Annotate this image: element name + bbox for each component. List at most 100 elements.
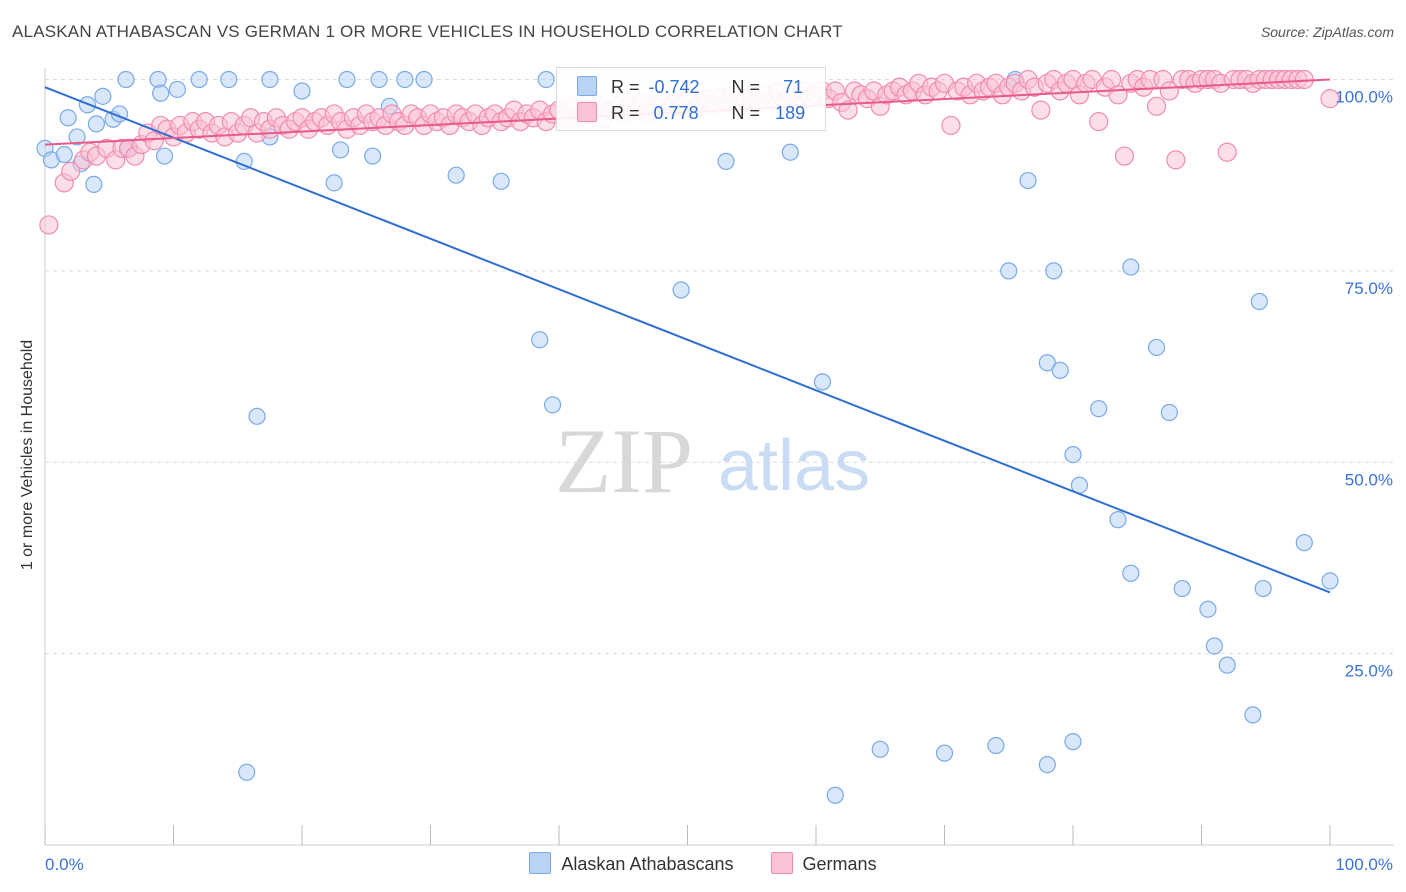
legend-row-german: R = 0.778 N = 189	[577, 102, 805, 124]
athabascan-point	[1038, 354, 1056, 372]
athabascan-point	[1160, 403, 1178, 422]
athabascan-point	[492, 172, 510, 190]
german-point	[1031, 100, 1051, 120]
series-legend: Alaskan Athabascans Germans	[0, 852, 1406, 875]
athabascan-point	[826, 786, 844, 804]
athabascan-point	[871, 740, 889, 758]
athabascan-point	[1147, 338, 1166, 357]
german-point	[1217, 142, 1237, 162]
legend-swatch-blue	[577, 76, 597, 96]
legend-n-value: 189	[775, 103, 806, 123]
legend-r-value: -0.742	[648, 77, 700, 97]
watermark-zip: ZIP	[555, 410, 693, 512]
legend-r-label: R =	[611, 103, 640, 123]
german-point	[941, 115, 961, 136]
athabascan-point	[238, 763, 256, 781]
athabascan-point	[672, 281, 690, 299]
athabascan-point	[1064, 733, 1082, 751]
athabascan-point	[1064, 445, 1082, 464]
german-point	[838, 100, 858, 120]
athabascan-point	[168, 80, 186, 99]
athabascan-point	[370, 70, 388, 89]
y-tick-label: 25.0%	[1345, 662, 1393, 681]
athabascan-point	[1254, 579, 1272, 598]
legend-series-name: Alaskan Athabascans	[561, 854, 734, 874]
stats-legend: R = -0.742 N = 71 R = 0.778 N = 189	[556, 67, 826, 131]
athabascan-point	[293, 82, 311, 100]
german-point	[39, 215, 59, 235]
athabascan-point	[987, 736, 1005, 755]
athabascan-point	[447, 166, 465, 184]
athabascan-point	[935, 744, 954, 762]
athabascan-point	[781, 143, 799, 161]
german-point	[1146, 96, 1167, 116]
athabascan-point	[1250, 292, 1268, 311]
athabascan-point	[1205, 637, 1223, 655]
athabascan-point	[1109, 511, 1127, 529]
athabascan-point	[1051, 361, 1069, 379]
y-tick-label: 100.0%	[1335, 88, 1393, 107]
athabascan-point	[59, 109, 77, 127]
athabascan-point	[325, 174, 343, 192]
athabascan-point	[1321, 572, 1339, 590]
athabascan-point	[94, 87, 112, 105]
watermark-atlas: atlas	[718, 426, 870, 506]
athabascan-point	[1038, 756, 1056, 774]
athabascan-point	[364, 147, 382, 165]
y-axis-label: 1 or more Vehicles in Household	[19, 339, 36, 571]
athabascan-point	[117, 70, 135, 89]
athabascan-trend-line	[44, 86, 1331, 594]
athabascan-point	[1090, 400, 1108, 418]
athabascan-point	[155, 147, 174, 165]
german-point	[1320, 89, 1340, 109]
athabascan-point	[415, 70, 433, 89]
legend-row-athabascan: R = -0.742 N = 71	[577, 76, 803, 98]
athabascan-point	[717, 152, 735, 171]
athabascan-point	[190, 70, 208, 89]
athabascan-point	[1295, 534, 1313, 552]
y-tick-label: 75.0%	[1345, 279, 1393, 298]
athabascan-point	[261, 70, 279, 89]
athabascan-point	[1122, 258, 1140, 276]
legend-swatch-pink	[577, 102, 597, 122]
data-points	[36, 69, 1340, 804]
x-tick-label: 100.0%	[1335, 855, 1393, 874]
athabascan-point	[85, 175, 103, 193]
athabascan-point	[331, 141, 350, 159]
legend-swatch-pink	[770, 852, 793, 874]
athabascan-point	[1244, 706, 1262, 724]
legend-r-label: R =	[611, 77, 640, 97]
german-point	[61, 161, 81, 181]
athabascan-point	[220, 70, 238, 89]
athabascan-point	[1000, 262, 1018, 280]
athabascan-point	[531, 331, 549, 349]
athabascan-point	[87, 115, 106, 133]
german-point	[1089, 112, 1109, 132]
source-label: Source: ZipAtlas.com	[1260, 24, 1394, 40]
chart-title: ALASKAN ATHABASCAN VS GERMAN 1 OR MORE V…	[12, 22, 843, 41]
athabascan-point	[1199, 600, 1217, 618]
athabascan-point	[338, 70, 356, 89]
axes	[44, 68, 1394, 846]
legend-n-label: N =	[731, 103, 761, 123]
athabascan-point	[1173, 579, 1191, 598]
athabascan-point	[396, 70, 414, 89]
athabascan-point	[248, 407, 266, 425]
athabascan-point	[813, 373, 832, 391]
german-point	[1166, 150, 1186, 170]
legend-n-value: 71	[783, 77, 804, 97]
legend-item-athabascans[interactable]: Alaskan Athabascans	[529, 852, 734, 875]
athabascan-point	[537, 70, 555, 89]
athabascan-point	[68, 128, 86, 146]
athabascan-point	[1045, 262, 1063, 280]
athabascan-point	[152, 84, 170, 102]
legend-swatch-blue	[529, 852, 552, 874]
athabascan-point	[55, 145, 73, 164]
german-point	[1114, 146, 1135, 166]
athabascan-point	[543, 396, 562, 414]
y-tick-label: 50.0%	[1345, 470, 1393, 489]
x-tick-label: 0.0%	[45, 855, 84, 874]
legend-r-value: 0.778	[648, 103, 699, 123]
legend-item-germans[interactable]: Germans	[770, 852, 877, 875]
